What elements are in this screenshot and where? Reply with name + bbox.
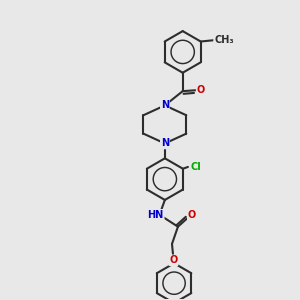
Text: CH₃: CH₃ — [214, 35, 234, 45]
Text: Cl: Cl — [190, 162, 201, 172]
Text: N: N — [161, 139, 169, 148]
Text: N: N — [161, 100, 169, 110]
Text: O: O — [197, 85, 205, 95]
Text: O: O — [188, 210, 196, 220]
Text: HN: HN — [148, 210, 164, 220]
Text: O: O — [169, 255, 178, 265]
